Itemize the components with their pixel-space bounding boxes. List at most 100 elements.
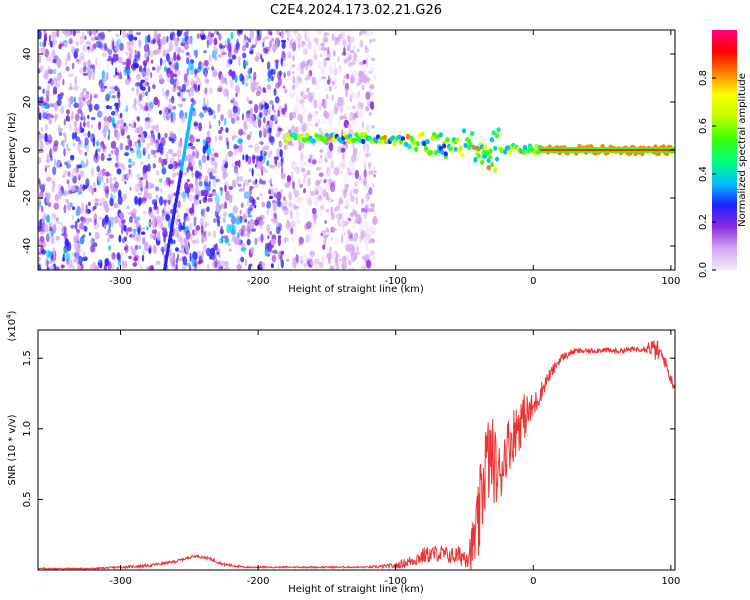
noise-blob [200, 34, 206, 40]
noise-blob [74, 76, 77, 86]
noise-blob [147, 85, 151, 93]
noise-blob [224, 154, 228, 163]
noise-blob [129, 186, 132, 191]
noise-blob [39, 41, 42, 47]
noise-blob [63, 170, 69, 176]
noise-blob [118, 57, 123, 64]
noise-blob [298, 41, 301, 50]
noise-blob [229, 68, 233, 77]
noise-blob [117, 253, 122, 262]
noise-blob [223, 211, 228, 217]
noise-blob [141, 86, 146, 92]
noise-blob [213, 45, 216, 50]
noise-blob [333, 166, 340, 176]
noise-blob [74, 173, 81, 178]
noise-blob [121, 128, 125, 137]
noise-blob [193, 198, 197, 205]
noise-blob [38, 149, 41, 155]
noise-blob [111, 57, 114, 66]
noise-blob [71, 172, 75, 180]
noise-blob [196, 238, 200, 244]
noise-blob [361, 121, 364, 129]
noise-blob [136, 73, 140, 82]
noise-blob [172, 172, 176, 178]
line-mark [438, 146, 443, 152]
noise-blob [222, 159, 226, 166]
noise-blob [205, 87, 208, 95]
noise-blob [153, 30, 158, 40]
line-mark [443, 151, 448, 157]
line-mark [413, 146, 419, 152]
noise-blob [185, 216, 191, 222]
noise-blob [137, 139, 141, 144]
noise-blob [212, 71, 218, 78]
noise-blob [292, 71, 295, 75]
noise-blob [300, 197, 304, 206]
line-mark [534, 143, 539, 149]
noise-blob [325, 197, 330, 201]
noise-blob [359, 236, 362, 243]
noise-blob [83, 115, 86, 122]
noise-blob [180, 49, 185, 54]
noise-blob [79, 52, 85, 59]
noise-blob [82, 256, 88, 262]
noise-blob [244, 35, 247, 43]
noise-blob [120, 118, 124, 127]
noise-blob [203, 106, 208, 114]
noise-blob [73, 240, 78, 250]
line-mark [461, 128, 467, 134]
noise-blob [127, 227, 133, 232]
line-mark [455, 137, 460, 143]
noise-blob [109, 216, 115, 221]
noise-blob [187, 190, 190, 199]
noise-blob [190, 146, 196, 150]
noise-blob [331, 251, 336, 260]
noise-blob [321, 230, 326, 234]
noise-blob [128, 164, 132, 169]
noise-blob [73, 96, 77, 104]
noise-blob [317, 30, 323, 35]
line-mark [521, 149, 526, 155]
noise-blob [306, 170, 311, 176]
line-mark [424, 145, 428, 151]
noise-blob [115, 188, 118, 192]
noise-blob [337, 253, 340, 258]
noise-blob [369, 66, 373, 73]
noise-blob [155, 142, 159, 149]
noise-blob [333, 103, 340, 112]
noise-blob [358, 222, 365, 232]
noise-blob [218, 129, 223, 134]
noise-blob [268, 119, 274, 129]
noise-blob [264, 103, 270, 110]
noise-blob [162, 49, 167, 58]
noise-blob [231, 234, 237, 243]
noise-blob [136, 173, 141, 181]
noise-blob [332, 228, 337, 232]
noise-blob [322, 188, 327, 198]
noise-blob [237, 146, 242, 153]
noise-blob [369, 253, 374, 263]
noise-blob [90, 263, 94, 270]
noise-blob [252, 180, 257, 185]
noise-blob [144, 35, 148, 45]
noise-blob [155, 123, 159, 133]
noise-blob [358, 70, 365, 74]
noise-blob [103, 121, 109, 130]
noise-blob [289, 209, 293, 220]
noise-blob [56, 58, 62, 69]
noise-blob [181, 245, 185, 255]
noise-blob [42, 212, 48, 221]
noise-blob [358, 175, 362, 181]
noise-blob [224, 184, 227, 193]
noise-blob [356, 145, 360, 150]
line-mark [422, 141, 427, 147]
noise-blob [149, 50, 154, 58]
noise-blob [231, 179, 237, 189]
noise-blob [281, 166, 284, 174]
noise-blob [341, 192, 345, 200]
noise-blob [365, 243, 368, 252]
noise-blob [227, 42, 232, 53]
line-mark [488, 148, 493, 154]
noise-blob [143, 44, 149, 53]
noise-blob [137, 226, 141, 236]
